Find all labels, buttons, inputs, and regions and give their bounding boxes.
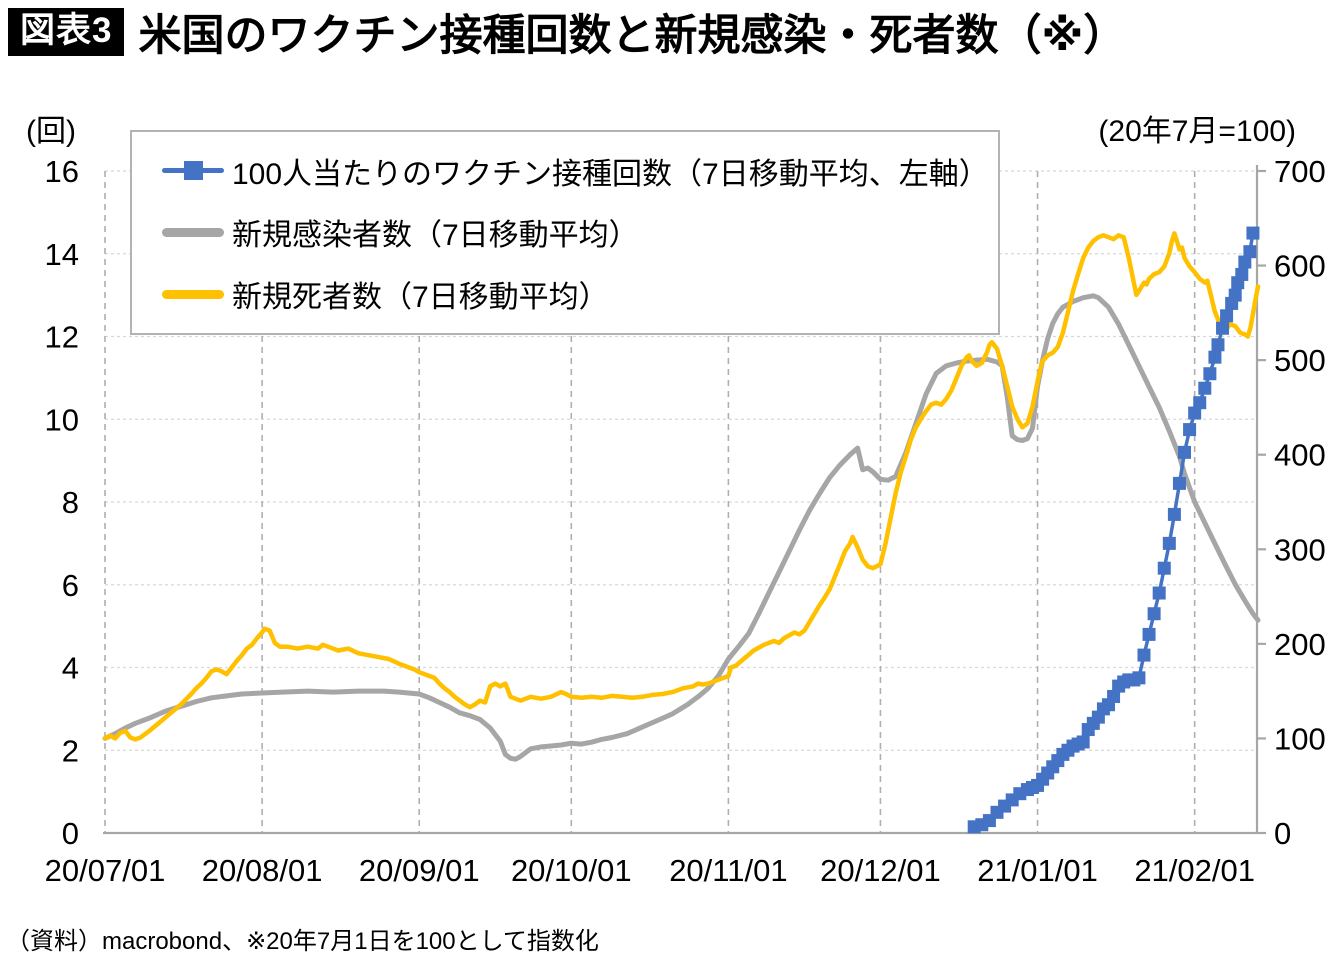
left-axis-tick-label: 16	[45, 154, 79, 189]
series-vaccinations-marker	[1137, 648, 1151, 662]
series-vaccinations-line	[972, 231, 1255, 829]
legend-item-label: 新規感染者数（7日移動平均）	[232, 219, 639, 253]
right-axis-tick-label: 500	[1274, 343, 1326, 378]
series-vaccinations-marker	[1162, 536, 1176, 550]
left-axis-tick-label: 6	[62, 568, 79, 603]
series-vaccinations-marker	[1238, 255, 1252, 269]
right-axis-tick-label: 600	[1274, 249, 1326, 284]
series-vaccinations-marker	[1228, 288, 1242, 302]
series-vaccinations-marker	[1235, 267, 1249, 281]
series-vaccinations-marker	[1198, 381, 1212, 395]
chart-legend: 100人当たりのワクチン接種回数（7日移動平均、左軸） 新規感染者数（7日移動平均…	[130, 130, 1000, 335]
left-axis-tick-label: 8	[62, 485, 79, 520]
series-vaccinations-marker	[1183, 423, 1197, 437]
deaths-legend-swatch-icon	[162, 284, 224, 304]
right-axis-tick-label: 0	[1274, 816, 1291, 851]
x-axis-tick-label: 21/01/01	[977, 853, 1098, 888]
series-vaccinations-marker	[1147, 607, 1161, 621]
page-title: 米国のワクチン接種回数と新規感染・死者数（※）	[138, 12, 1127, 60]
x-axis-tick-label: 20/09/01	[359, 853, 480, 888]
title-bar: 図表3 米国のワクチン接種回数と新規感染・死者数（※）	[8, 6, 1126, 60]
vaccinations-legend-swatch-icon	[162, 161, 224, 181]
right-axis-unit-label: (20年7月=100)	[1098, 115, 1296, 148]
legend-item-deaths: 新規死者数（7日移動平均）	[162, 265, 998, 323]
source-note: （資料）macrobond、※20年7月1日を100として指数化	[6, 928, 599, 955]
series-vaccinations-marker	[1211, 338, 1225, 352]
series-vaccinations-marker	[1152, 586, 1166, 600]
series-vaccinations-marker	[1220, 309, 1234, 323]
left-axis-unit-label: (回)	[26, 115, 76, 148]
x-axis-tick-label: 20/11/01	[669, 853, 787, 888]
right-axis-tick-label: 400	[1274, 438, 1326, 473]
series-vaccinations-marker	[1157, 561, 1171, 575]
legend-item-vaccinations: 100人当たりのワクチン接種回数（7日移動平均、左軸）	[162, 142, 998, 200]
left-axis-tick-label: 0	[62, 816, 79, 851]
series-vaccinations-marker	[1107, 689, 1121, 703]
legend-item-label: 100人当たりのワクチン接種回数（7日移動平均、左軸）	[232, 157, 989, 191]
legend-item-label: 新規死者数（7日移動平均）	[232, 281, 609, 315]
x-axis-tick-label: 20/08/01	[202, 853, 323, 888]
left-axis-tick-label: 14	[45, 237, 79, 272]
right-axis-tick-label: 700	[1274, 154, 1326, 189]
left-axis-tick-label: 4	[62, 651, 79, 686]
series-vaccinations-marker	[1203, 367, 1217, 381]
legend-item-cases: 新規感染者数（7日移動平均）	[162, 203, 998, 261]
series-vaccinations-marker	[1167, 507, 1181, 521]
right-axis-tick-label: 300	[1274, 532, 1326, 567]
right-axis-tick-label: 200	[1274, 627, 1326, 662]
series-deaths-line	[102, 231, 1261, 742]
series-vaccinations-marker	[1193, 396, 1207, 410]
series-vaccinations-marker	[1208, 350, 1222, 364]
series-vaccinations-marker	[1243, 245, 1257, 259]
x-axis-tick-label: 20/12/01	[820, 853, 941, 888]
figure-label: 図表3	[8, 7, 125, 57]
left-axis-tick-label: 2	[62, 733, 79, 768]
series-vaccinations-marker	[1172, 476, 1186, 490]
cases-legend-swatch-icon	[162, 222, 224, 242]
series-vaccinations-marker	[1216, 321, 1230, 335]
series-vaccinations-marker	[1188, 406, 1202, 420]
x-axis-tick-label: 20/10/01	[511, 853, 632, 888]
x-axis-tick-label: 20/07/01	[45, 853, 166, 888]
series-cases-line	[102, 293, 1261, 762]
x-axis-tick-label: 21/02/01	[1134, 853, 1255, 888]
series-vaccinations-marker	[1142, 627, 1156, 641]
series-vaccinations-marker	[1076, 735, 1090, 749]
left-axis-tick-label: 12	[45, 320, 79, 355]
right-axis-tick-label: 100	[1274, 721, 1326, 756]
left-axis-tick-label: 10	[45, 402, 79, 437]
series-vaccinations-marker	[1178, 445, 1192, 459]
series-vaccinations-marker	[1132, 671, 1146, 685]
series-vaccinations-marker	[1246, 226, 1260, 240]
